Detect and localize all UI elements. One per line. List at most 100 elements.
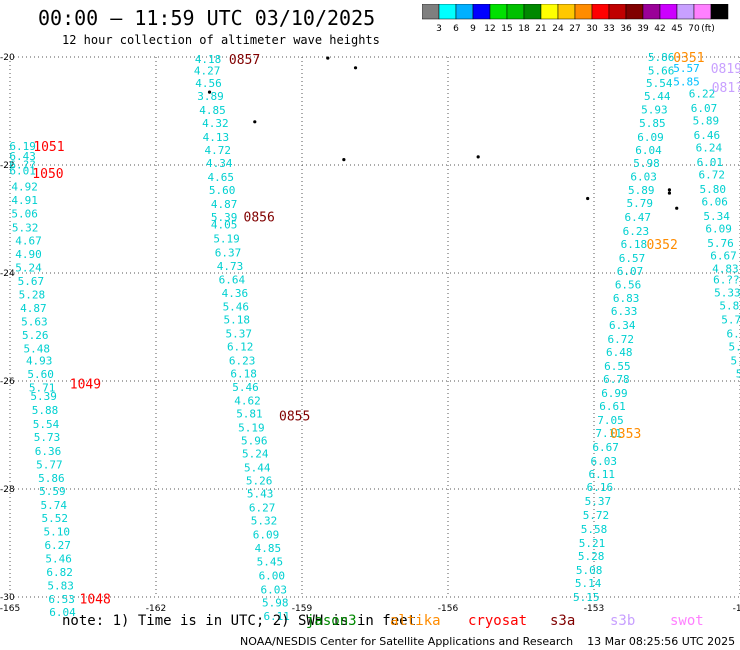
wave-height-value: 4.91 <box>11 194 38 207</box>
colorbar-label: 39 <box>637 24 649 34</box>
grid-lines <box>9 56 740 598</box>
island-dot <box>342 158 346 162</box>
wave-height-value: 4.62 <box>234 394 261 407</box>
wave-height-value: 5.26 <box>22 329 49 342</box>
wave-height-value: 5.39 <box>30 390 57 403</box>
colorbar-label: 70 <box>688 24 700 34</box>
wave-height-value: 6.22 <box>689 88 716 101</box>
wave-height-value: 6.00 <box>259 569 286 582</box>
wave-height-value: 6.12 <box>227 340 254 353</box>
wave-height-value: 5.93 <box>641 103 668 116</box>
wave-height-value: 5.21 <box>579 537 606 550</box>
colorbar-label: 18 <box>518 24 530 34</box>
wave-height-value: 6.72 <box>699 169 726 182</box>
wave-height-value: 5.39 <box>211 211 238 224</box>
wave-height-value: 5. <box>730 354 740 367</box>
y-tick-label: -26 <box>0 377 15 387</box>
island-dot <box>207 90 212 94</box>
wave-height-value: 5.98 <box>633 157 660 170</box>
wave-height-value: 5.66 <box>648 65 675 78</box>
wave-height-value: 4.18 <box>195 53 222 66</box>
wave-height-value: 5.67 <box>18 275 45 288</box>
wave-height-value: 6.16 <box>587 481 614 494</box>
wave-height-value: 6.23 <box>229 354 256 367</box>
wave-height-value: 6.48 <box>606 346 633 359</box>
pass-time-label: 1049 <box>70 378 101 393</box>
pass-time-label: 1051 <box>33 140 64 155</box>
wave-height-value: 6.61 <box>599 400 626 413</box>
wave-height-value: 5.37 <box>225 327 252 340</box>
wave-height-value: 4.73 <box>217 260 244 273</box>
wave-height-value: 6.78 <box>603 373 630 386</box>
wave-height-value: 5.8 <box>719 299 739 312</box>
wave-height-value: 6.06 <box>701 196 728 209</box>
wave-height-value: 6.55 <box>604 360 631 373</box>
wave-height-value: 5.45 <box>257 555 284 568</box>
wave-height-value: 6.01 <box>697 156 724 169</box>
wave-height-value: 5.58 <box>581 523 608 536</box>
y-tick-label: -28 <box>0 485 15 495</box>
wave-height-value: 5.60 <box>27 368 54 381</box>
wave-height-value: 6.?? <box>713 273 740 286</box>
satellite-legend-jason3: jason3 <box>306 613 357 629</box>
pass-time-label: 0856 <box>244 210 275 225</box>
wave-height-value: 4.67 <box>15 235 42 248</box>
wave-height-value: 5.85 <box>673 75 700 88</box>
axes: -165 -162 -159 -156 -153 -15 -20 -22 -24 -26 -28 -3… <box>0 53 740 614</box>
wave-height-values: 6.196.436.??6.014.924.915.065.324.674.90… <box>9 51 740 623</box>
wave-height-value: 6.23 <box>623 225 650 238</box>
wave-height-value: 5.89 <box>693 115 720 128</box>
chart-subtitle: 12 hour collection of altimeter wave hei… <box>62 33 380 47</box>
pass-time-label: 1048 <box>80 593 111 608</box>
wave-height-value: 5.08 <box>576 564 603 577</box>
wave-height-value: 5.15 <box>573 591 600 604</box>
wave-height-value: 6.09 <box>705 223 732 236</box>
wave-height-value: 5.60 <box>209 184 236 197</box>
wave-height-value: 4.87 <box>20 302 47 315</box>
wave-height-value: 6.11 <box>589 468 616 481</box>
wave-height-value: 4.90 <box>15 248 42 261</box>
wave-height-value: 5.14 <box>575 577 602 590</box>
wave-height-value: 6.36 <box>35 445 62 458</box>
wave-height-value: 5.19 <box>213 232 240 245</box>
wave-height-value: 4.05 <box>211 218 238 231</box>
wave-height-value: 6.47 <box>625 211 652 224</box>
wave-height-value: 6.09 <box>637 131 664 144</box>
wave-height-value: 6.43 <box>9 150 36 163</box>
wave-height-value: 6.03 <box>630 170 657 183</box>
x-tick-label: -153 <box>584 604 604 614</box>
y-tick-label: -24 <box>0 269 15 279</box>
wave-height-value: 3.89 <box>197 90 224 103</box>
wave-height-value: 5.44 <box>644 90 671 103</box>
pass-time-label: 0353 <box>610 427 641 442</box>
wave-height-value: 5.46 <box>45 553 72 566</box>
wave-height-value: 4.93 <box>26 354 53 367</box>
wave-height-value: 5.28 <box>19 289 46 302</box>
wave-height-value: 5.86 <box>648 51 675 64</box>
wave-height-value: 6.19 <box>9 140 36 153</box>
wave-height-value: 4.92 <box>11 181 38 194</box>
wave-height-value: 7.11 <box>595 427 622 440</box>
island-dot <box>667 188 672 192</box>
wave-height-value: 5.24 <box>15 262 42 275</box>
wave-height-value: 5.46 <box>232 381 259 394</box>
colorbar-label: 3 <box>436 24 442 34</box>
wave-height-value: 6.18 <box>230 367 257 380</box>
wave-height-value: 6.07 <box>617 265 644 278</box>
colorbar-label: 45 <box>671 24 682 34</box>
wave-height-value: 5.71 <box>29 381 56 394</box>
wave-height-value: 5.44 <box>244 461 271 474</box>
wave-height-value: 5.32 <box>251 514 278 527</box>
colorbar-label: 30 <box>586 24 598 34</box>
wave-height-value: 6.18 <box>621 238 648 251</box>
wave-height-value: 6.03 <box>590 455 617 468</box>
wave-height-value: 4.72 <box>205 144 232 157</box>
note-text: note: 1) Time is in UTC; 2) SWH is in fe… <box>62 613 417 629</box>
wave-height-value: 6.37 <box>215 246 242 259</box>
wave-height-value: 6.09 <box>253 528 280 541</box>
wave-height-value: 6.27 <box>249 501 276 514</box>
wave-height-value: 5.57 <box>673 62 700 75</box>
wave-height-value: 6.04 <box>635 144 662 157</box>
colorbar-unit: (ft) <box>701 24 715 34</box>
wave-height-value: 5.28 <box>578 550 605 563</box>
